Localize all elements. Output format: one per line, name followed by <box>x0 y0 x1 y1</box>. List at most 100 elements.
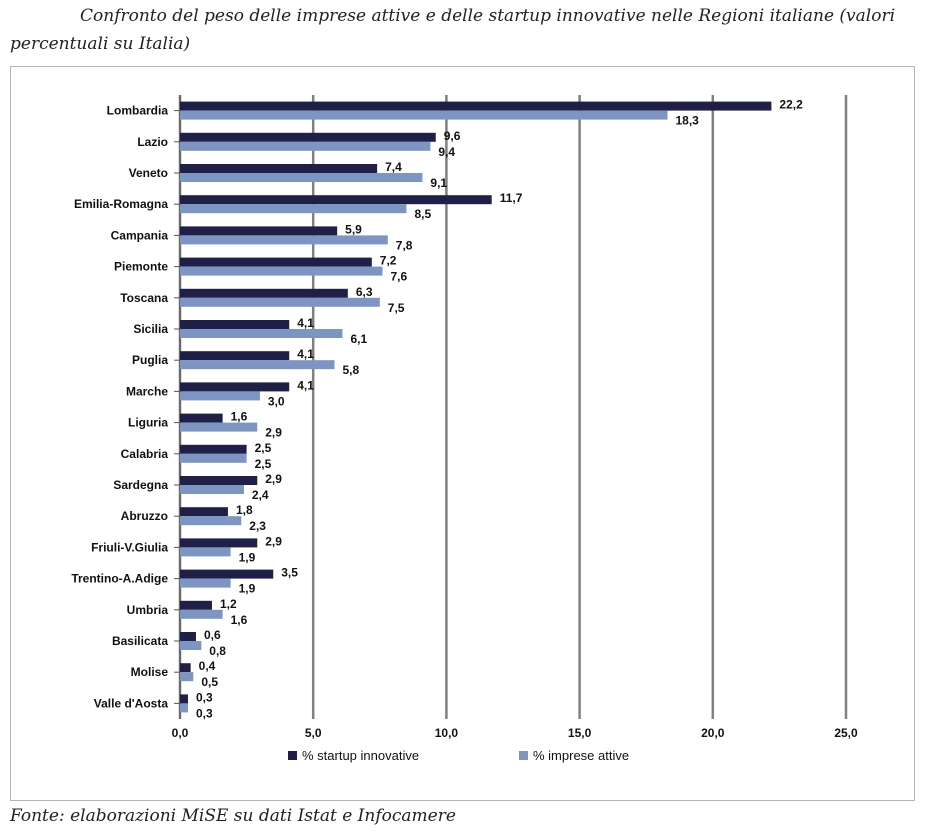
data-label: 3,5 <box>281 566 298 580</box>
data-label: 7,6 <box>390 270 407 284</box>
data-label: 0,3 <box>196 690 213 704</box>
data-label: 2,9 <box>265 534 282 548</box>
bar-imprese <box>180 547 231 557</box>
category-label: Molise <box>131 665 169 679</box>
bar-imprese <box>180 235 388 245</box>
bar-imprese <box>180 391 260 401</box>
chart-legend: % startup innovative % imprese attive <box>288 748 629 763</box>
bar-startup <box>180 132 436 142</box>
x-tick-labels: 0,0 5,0 10,0 15,0 20,0 25,0 <box>172 726 858 740</box>
bar-imprese <box>180 266 383 276</box>
data-label: 2,9 <box>265 426 282 440</box>
data-label: 7,5 <box>388 301 405 315</box>
bar-startup <box>180 694 188 704</box>
bar-imprese <box>180 516 242 526</box>
category-label: Trentino-A.Adige <box>71 572 168 586</box>
data-label: 7,8 <box>396 238 413 252</box>
category-label: Friuli-V.Giulia <box>91 540 168 554</box>
category-label: Sardegna <box>113 478 168 492</box>
category-label: Abruzzo <box>121 509 168 523</box>
bar-startup <box>180 663 191 673</box>
data-label: 6,1 <box>351 332 368 346</box>
data-label: 9,6 <box>444 129 461 143</box>
category-label: Basilicata <box>112 634 168 648</box>
data-label: 6,3 <box>356 285 373 299</box>
data-label: 11,7 <box>500 191 523 205</box>
data-label: 0,4 <box>199 659 216 673</box>
data-label: 1,6 <box>231 613 248 627</box>
data-label: 2,4 <box>252 488 269 502</box>
category-label: Campania <box>111 228 169 242</box>
data-label: 0,8 <box>209 644 226 658</box>
category-label: Liguria <box>128 416 168 430</box>
data-label: 4,1 <box>297 316 314 330</box>
category-label: Sicilia <box>133 322 168 336</box>
data-label: 5,8 <box>343 363 360 377</box>
data-label: 0,3 <box>196 706 213 720</box>
category-label: Piemonte <box>114 260 168 274</box>
bar-startup <box>180 288 348 298</box>
data-label: 0,6 <box>204 628 221 642</box>
legend-imprese-swatch <box>519 751 528 760</box>
data-label: 2,9 <box>265 472 282 486</box>
data-label: 2,3 <box>249 519 266 533</box>
bar-startup <box>180 444 247 454</box>
bar-imprese <box>180 141 431 151</box>
category-label: Lazio <box>137 135 168 149</box>
bar-imprese <box>180 672 194 682</box>
bar-startup <box>180 164 378 173</box>
bar-startup <box>180 226 338 236</box>
data-label: 2,5 <box>255 441 272 455</box>
bar-startup <box>180 476 258 485</box>
bar-startup <box>180 569 274 579</box>
bar-imprese <box>180 110 668 120</box>
category-labels: Lombardia Lazio Veneto Emilia-Romagna Campan… <box>71 104 168 711</box>
category-label: Puglia <box>132 353 168 367</box>
bar-imprese <box>180 360 335 370</box>
chart-container: 22,2 18,3 9,6 9,4 7,4 9,1 11,7 8,5 5,9 7,8 7,2 7,6 6… <box>10 66 915 801</box>
data-label: 1,2 <box>220 597 237 611</box>
data-label: 4,1 <box>297 347 314 361</box>
source-note: Fonte: elaborazioni MiSE su dati Istat e… <box>10 806 456 826</box>
bar-imprese <box>180 485 244 494</box>
legend-startup-label: % startup innovative <box>302 748 419 763</box>
data-label: 0,5 <box>201 675 218 689</box>
category-label: Umbria <box>127 603 169 617</box>
data-label: 3,0 <box>268 394 285 408</box>
data-label: 8,5 <box>414 207 431 221</box>
data-label: 1,9 <box>239 582 256 596</box>
bar-startup <box>180 382 290 392</box>
x-tick-label: 5,0 <box>305 726 322 740</box>
bar-imprese <box>180 703 188 713</box>
data-label: 22,2 <box>779 98 803 112</box>
data-label: 9,4 <box>438 145 455 159</box>
x-tick-label: 25,0 <box>834 726 858 740</box>
data-label: 4,1 <box>297 378 314 392</box>
category-label: Veneto <box>129 166 168 180</box>
bar-startup <box>180 257 372 267</box>
x-tick-label: 10,0 <box>435 726 459 740</box>
category-label: Marche <box>126 384 168 398</box>
category-label: Valle d'Aosta <box>94 696 169 710</box>
x-tick-label: 15,0 <box>568 726 592 740</box>
category-label: Lombardia <box>107 104 169 118</box>
chart-caption: Confronto del peso delle imprese attive … <box>10 6 896 54</box>
data-label: 9,1 <box>430 176 447 190</box>
data-label: 18,3 <box>676 114 700 128</box>
category-label: Calabria <box>121 447 169 461</box>
bar-startup <box>180 538 258 548</box>
bar-imprese <box>180 329 343 338</box>
bar-imprese <box>180 453 247 463</box>
data-label: 1,9 <box>239 550 256 564</box>
data-label: 7,4 <box>385 160 402 174</box>
bar-startup <box>180 632 196 641</box>
category-label: Emilia-Romagna <box>74 197 168 211</box>
bar-startup <box>180 101 772 111</box>
legend-imprese-label: % imprese attive <box>533 748 629 763</box>
data-label: 1,8 <box>236 503 253 517</box>
bar-imprese <box>180 609 223 619</box>
category-label: Toscana <box>120 291 168 305</box>
bar-startup <box>180 351 290 361</box>
data-label: 1,6 <box>231 410 248 424</box>
bar-startup <box>180 600 212 610</box>
